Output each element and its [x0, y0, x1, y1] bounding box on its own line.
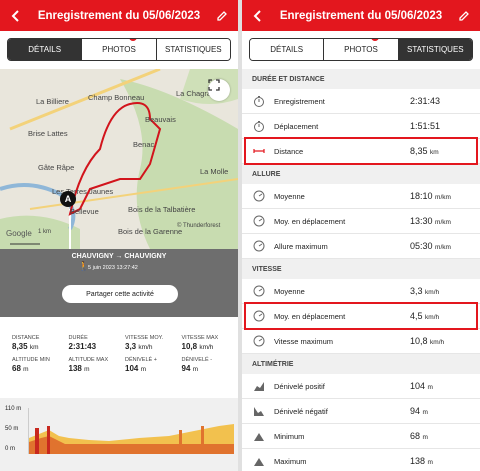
- map-place-label: Brise Lattes: [28, 129, 68, 138]
- stat-row-pace-max: Allure maximum 05:30 m/km: [242, 234, 480, 259]
- elevation-up-icon: [252, 379, 266, 393]
- tab-details[interactable]: DÉTAILS: [250, 39, 325, 60]
- tab-bar: DÉTAILS PHOTOS3 STATISTIQUES: [7, 38, 231, 61]
- activity-summary: CHAUVIGNY → CHAUVIGNY 🚶 5 juin 2023 13:2…: [0, 249, 238, 317]
- tab-bar: DÉTAILS PHOTOS3 STATISTIQUES: [249, 38, 473, 61]
- stat-row-elev-gain: Dénivelé positif 104 m: [242, 374, 480, 399]
- gauge-icon: [252, 334, 266, 348]
- app-header: Enregistrement du 05/06/2023: [0, 0, 238, 31]
- statistics-screen: Enregistrement du 05/06/2023 DÉTAILS PHO…: [242, 0, 480, 471]
- statistics-list: DURÉE ET DISTANCE Enregistrement 2:31:43…: [242, 69, 480, 471]
- tab-statistics[interactable]: STATISTIQUES: [398, 39, 472, 60]
- page-title: Enregistrement du 05/06/2023: [279, 9, 443, 22]
- map-place-label: La Chagra: [176, 89, 212, 98]
- gauge-icon: [252, 214, 266, 228]
- stats-row: DISTANCE 8,35 km DURÉE 2:31:43 VITESSE MOY…: [0, 317, 238, 351]
- elevation-chart: [28, 408, 234, 454]
- photo-count-badge: 3: [369, 39, 380, 42]
- tab-details[interactable]: DÉTAILS: [8, 39, 83, 60]
- y-tick: 0 m: [5, 446, 16, 452]
- stat-max-speed: VITESSE MAX 10,8 km/h: [181, 335, 219, 351]
- map-place-label: La Billiere: [36, 97, 69, 106]
- stat-row-speed-max: Vitesse maximum 10,8 km/h: [242, 329, 480, 354]
- stopwatch-icon: [252, 94, 266, 108]
- stat-row-moving: Déplacement 1:51:51: [242, 114, 480, 139]
- app-header: Enregistrement du 05/06/2023: [242, 0, 480, 31]
- stat-row-distance: Distance 8,35 km: [242, 137, 480, 165]
- stat-row-recording: Enregistrement 2:31:43: [242, 89, 480, 114]
- tab-photos[interactable]: PHOTOS3: [82, 39, 157, 60]
- map-place-label: Bois de la Garenne: [118, 227, 183, 236]
- mountain-icon: [252, 454, 266, 468]
- hiking-icon: 🚶: [78, 261, 90, 271]
- section-header: DURÉE ET DISTANCE: [242, 69, 480, 89]
- stat-alt-max: ALTITUDE MAX 138 m: [68, 357, 109, 373]
- stats-summary: DISTANCE 8,35 km DURÉE 2:31:43 VITESSE MOY…: [0, 317, 238, 397]
- tab-photos[interactable]: PHOTOS3: [324, 39, 399, 60]
- stat-row-speed-moving: Moy. en déplacement 4,5 km/h: [242, 302, 480, 330]
- stat-row-alt-min: Minimum 68 m: [242, 424, 480, 449]
- highlight-box: [244, 302, 478, 330]
- back-arrow-icon[interactable]: [250, 8, 266, 24]
- map-place-label: Les Terres Jaunes: [52, 187, 114, 196]
- highlight-box: [244, 137, 478, 165]
- expand-map-button[interactable]: [208, 79, 230, 101]
- route-name: CHAUVIGNY → CHAUVIGNY: [71, 253, 167, 260]
- section-header: VITESSE: [242, 259, 480, 279]
- mountain-icon: [252, 429, 266, 443]
- stat-row-elev-loss: Dénivelé négatif 94 m: [242, 399, 480, 424]
- map-attribution: © Thunderforest: [177, 223, 221, 229]
- map-place-label: Bois de la Talbatière: [128, 205, 196, 214]
- stat-distance: DISTANCE 8,35 km: [12, 335, 40, 351]
- map-place-label: Champ Bonneau: [88, 93, 145, 102]
- gauge-icon: [252, 284, 266, 298]
- stat-elev-gain: DÉNIVELÉ +104 m: [125, 357, 157, 373]
- route-map[interactable]: La Billiere Champ Bonneau La Chagra Beau…: [0, 69, 238, 249]
- stat-row-alt-max: Maximum 138 m: [242, 449, 480, 471]
- tab-statistics[interactable]: STATISTIQUES: [156, 39, 230, 60]
- map-place-label: Gâte Râpe: [38, 163, 75, 172]
- stats-row: ALTITUDE MIN 68 m ALTITUDE MAX 138 m DÉNIV…: [0, 351, 238, 373]
- ruler-icon: [252, 144, 266, 158]
- elevation-down-icon: [252, 404, 266, 418]
- stat-duration: DURÉE 2:31:43: [68, 335, 97, 351]
- stat-row-speed-avg: Moyenne 3,3 km/h: [242, 279, 480, 304]
- stat-alt-min: ALTITUDE MIN 68 m: [12, 357, 50, 373]
- gauge-icon: [252, 189, 266, 203]
- map-place-label: Beauvais: [145, 115, 176, 124]
- y-tick: 50 m: [5, 426, 19, 432]
- details-screen: Enregistrement du 05/06/2023 DÉTAILS PHO…: [0, 0, 238, 471]
- edit-pencil-icon[interactable]: [214, 8, 230, 24]
- gauge-icon: [252, 309, 266, 323]
- gauge-icon: [252, 239, 266, 253]
- map-scale: 1 km: [38, 229, 52, 235]
- stat-avg-speed: VITESSE MOY. 3,3 km/h: [125, 335, 164, 351]
- activity-date: 5 juin 2023 13:27:42: [88, 265, 138, 271]
- page-title: Enregistrement du 05/06/2023: [37, 9, 201, 22]
- stat-elev-loss: DÉNIVELÉ -94 m: [181, 357, 213, 373]
- y-tick: 110 m: [5, 406, 22, 412]
- photo-count-badge: 3: [127, 39, 138, 42]
- stopwatch-icon: [252, 119, 266, 133]
- stat-row-pace-moving: Moy. en déplacement 13:30 m/km: [242, 209, 480, 234]
- share-activity-button[interactable]: Partager cette activité: [62, 285, 178, 303]
- back-arrow-icon[interactable]: [8, 8, 24, 24]
- section-header: ALTIMÉTRIE: [242, 354, 480, 374]
- map-place-label: La Molle: [200, 167, 229, 176]
- map-place-label: Benac: [133, 140, 155, 149]
- map-place-label: Bellevue: [70, 207, 99, 216]
- start-marker-icon[interactable]: A: [60, 191, 76, 207]
- edit-pencil-icon[interactable]: [456, 8, 472, 24]
- google-logo: Google: [6, 229, 32, 238]
- elevation-profile[interactable]: 110 m 50 m 0 m: [0, 398, 238, 471]
- stat-row-pace-avg: Moyenne 18:10 m/km: [242, 184, 480, 209]
- section-header: ALLURE: [242, 164, 480, 184]
